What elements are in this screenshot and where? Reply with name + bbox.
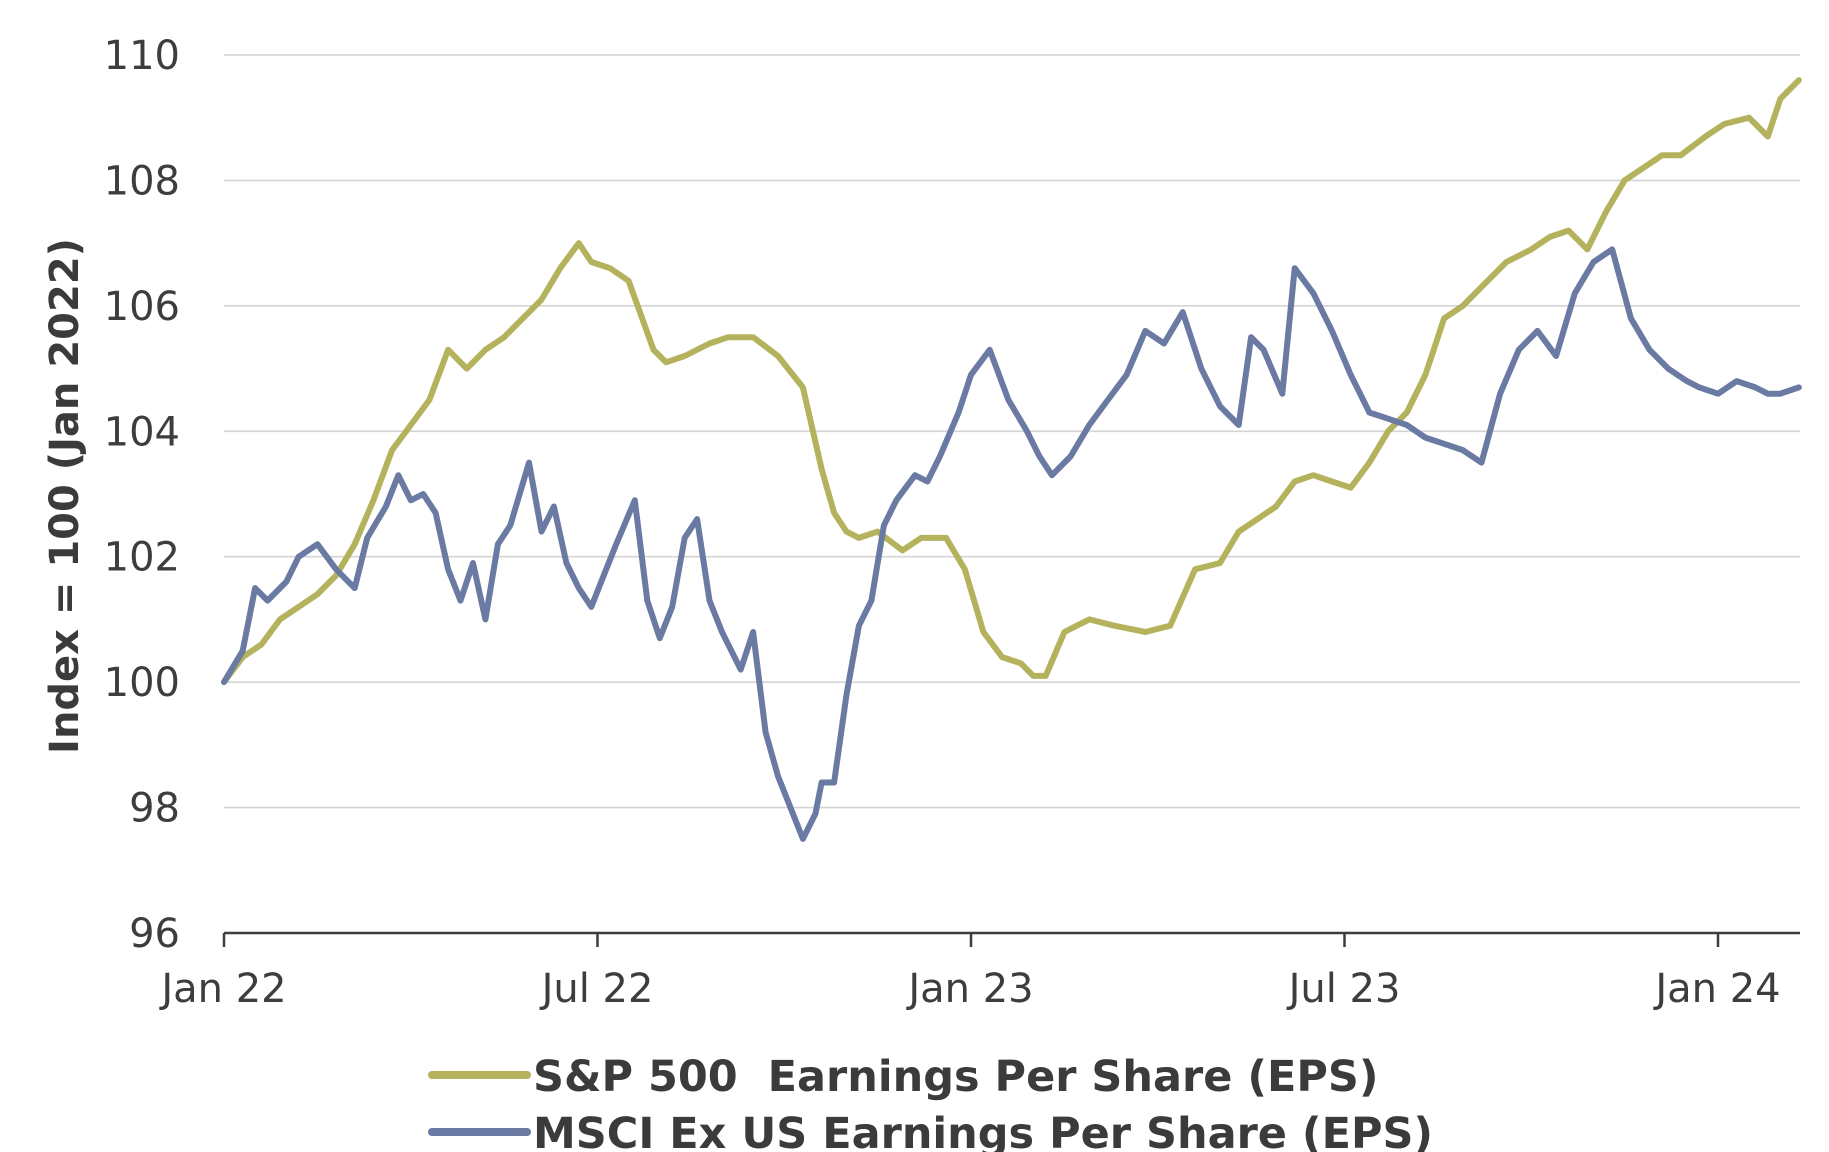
y-tick-label-104: 104 [104, 409, 180, 455]
legend-item-msci: MSCI Ex US Earnings Per Share (EPS) [428, 1109, 1433, 1152]
y-tick-label-110: 110 [104, 33, 180, 79]
x-axis-ticks: Jan 22 Jul 22 Jan 23 Jul 23 Jan 24 [158, 933, 1781, 1012]
legend-label-sp500: S&P 500 Earnings Per Share (EPS) [533, 1052, 1379, 1102]
y-tick-label-108: 108 [104, 158, 180, 204]
y-tick-label-98: 98 [129, 786, 180, 832]
y-axis-tick-labels: 96 98 100 102 104 106 108 110 [104, 33, 180, 957]
y-tick-label-102: 102 [104, 535, 180, 581]
x-tick-label-6: Jul 22 [539, 966, 654, 1012]
x-tick-label-24: Jan 24 [1652, 966, 1780, 1012]
series-line-sp500 [221, 77, 1802, 686]
legend-label-msci: MSCI Ex US Earnings Per Share (EPS) [533, 1109, 1433, 1152]
horizontal-gridlines [224, 54, 1800, 809]
y-tick-label-100: 100 [104, 660, 180, 706]
legend: S&P 500 Earnings Per Share (EPS) MSCI Ex… [428, 1052, 1433, 1152]
x-tick-label-12: Jan 23 [905, 966, 1033, 1012]
series-line-msci [221, 246, 1802, 842]
y-tick-label-106: 106 [104, 284, 180, 330]
series-lines [221, 77, 1802, 842]
y-axis-title: Index = 100 (Jan 2022) [42, 238, 88, 754]
x-tick-label-0: Jan 22 [158, 966, 286, 1012]
legend-item-sp500: S&P 500 Earnings Per Share (EPS) [428, 1052, 1379, 1102]
x-tick-label-18: Jul 23 [1286, 966, 1401, 1012]
y-tick-label-96: 96 [129, 911, 180, 957]
